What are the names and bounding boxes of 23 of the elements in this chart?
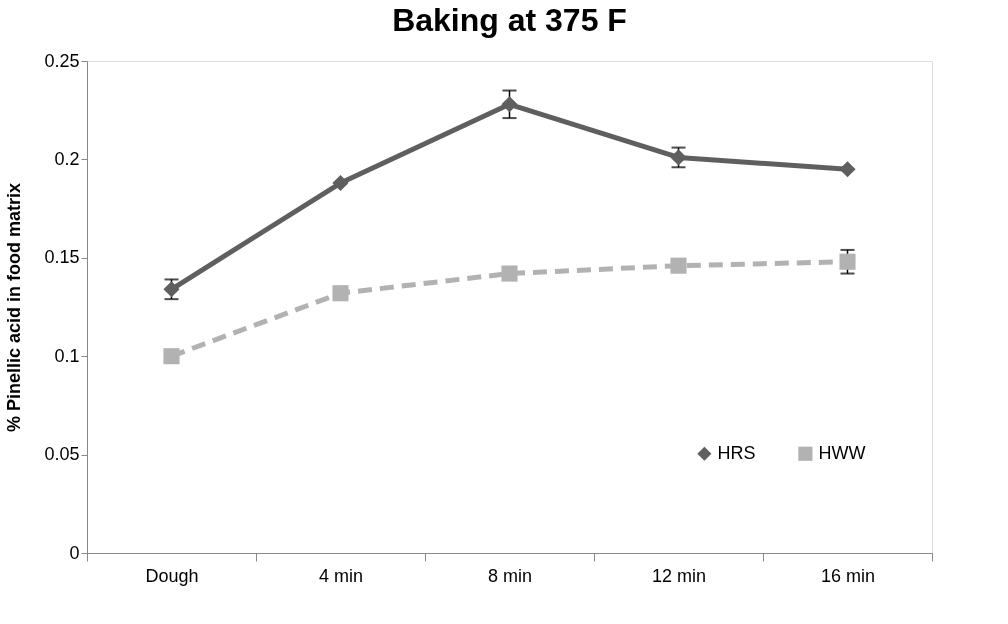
y-tick-label: 0.2 bbox=[54, 148, 80, 169]
point bbox=[839, 253, 856, 270]
legend-label: HWW bbox=[818, 442, 866, 463]
legend-label: HRS bbox=[717, 442, 756, 463]
point bbox=[332, 174, 349, 192]
point bbox=[670, 257, 687, 274]
y-tick-label: 0 bbox=[69, 542, 80, 563]
x-tick-label: 4 min bbox=[318, 565, 364, 586]
y-axis-title: % Pinellic acid in food matrix bbox=[4, 182, 25, 433]
x-tick-label: Dough bbox=[145, 565, 199, 586]
y-tick-label: 0.05 bbox=[44, 444, 80, 465]
x-tick-label: 8 min bbox=[487, 565, 533, 586]
point bbox=[501, 96, 518, 113]
point bbox=[332, 285, 349, 302]
y-tick-label: 0.15 bbox=[44, 247, 80, 268]
x-tick-label: 12 min bbox=[651, 565, 707, 586]
x-tick-label: 16 min bbox=[820, 565, 876, 586]
chart-title: Baking at 375 F bbox=[392, 2, 627, 38]
point bbox=[163, 348, 180, 365]
y-tick-label: 0.1 bbox=[54, 345, 80, 366]
y-tick-label: 0.25 bbox=[44, 50, 80, 71]
point bbox=[501, 265, 518, 282]
point bbox=[839, 161, 856, 178]
